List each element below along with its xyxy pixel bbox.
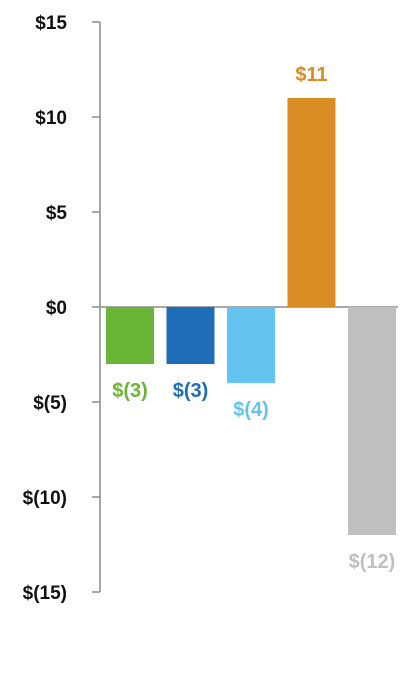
data-label: $11 — [295, 64, 327, 86]
data-label: $(3) — [112, 380, 148, 402]
data-label: $(4) — [233, 399, 269, 421]
y-tick-label: $(10) — [23, 488, 67, 509]
data-label: $(3) — [173, 380, 209, 402]
bar — [166, 307, 215, 364]
bar — [348, 307, 396, 535]
y-tick-labels: $15 $10 $5 $0 $(5) $(10) $(15) — [23, 13, 68, 604]
data-labels: $(3) $(3) $(4) $11 $(12) — [112, 64, 395, 573]
bar — [287, 98, 336, 307]
y-tick-label: $(5) — [33, 393, 67, 414]
y-tick-label: $10 — [35, 108, 67, 129]
y-tick-label: $15 — [35, 13, 67, 34]
y-tick-label: $0 — [46, 298, 67, 319]
bar — [106, 307, 154, 364]
bar — [227, 307, 275, 383]
data-label: $(12) — [349, 551, 396, 573]
bars — [106, 98, 396, 535]
y-tick-label: $(15) — [23, 583, 67, 604]
y-tick-label: $5 — [46, 203, 68, 224]
